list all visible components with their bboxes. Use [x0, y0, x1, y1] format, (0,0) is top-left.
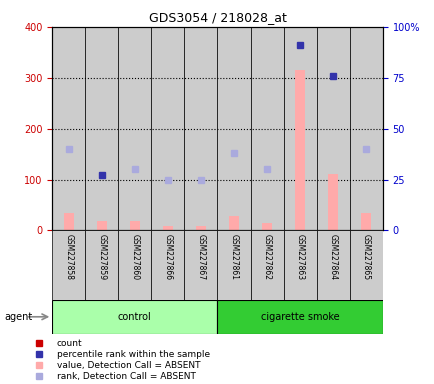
Bar: [250, 230, 283, 300]
Bar: [52, 300, 217, 334]
Text: GSM227867: GSM227867: [196, 234, 205, 280]
Text: GSM227864: GSM227864: [328, 234, 337, 280]
Bar: [316, 230, 349, 300]
Bar: [328, 174, 337, 230]
Text: control: control: [118, 312, 151, 322]
Text: count: count: [56, 339, 82, 348]
Bar: [85, 230, 118, 300]
Bar: [163, 226, 172, 230]
Bar: [349, 27, 382, 230]
Bar: [361, 213, 370, 230]
Bar: [262, 223, 271, 230]
Text: GSM227862: GSM227862: [262, 234, 271, 280]
Text: percentile rank within the sample: percentile rank within the sample: [56, 349, 209, 359]
Bar: [295, 70, 304, 230]
Text: GSM227865: GSM227865: [361, 234, 370, 280]
Text: agent: agent: [4, 312, 33, 322]
Bar: [217, 27, 250, 230]
Bar: [130, 221, 139, 230]
Bar: [217, 230, 250, 300]
Bar: [349, 230, 382, 300]
Bar: [229, 216, 238, 230]
Bar: [52, 27, 85, 230]
Bar: [52, 230, 85, 300]
Bar: [151, 27, 184, 230]
Bar: [118, 230, 151, 300]
Text: rank, Detection Call = ABSENT: rank, Detection Call = ABSENT: [56, 371, 195, 381]
Bar: [85, 27, 118, 230]
Bar: [250, 27, 283, 230]
Text: GSM227859: GSM227859: [97, 234, 106, 280]
Bar: [184, 230, 217, 300]
Bar: [196, 226, 205, 230]
Text: GSM227858: GSM227858: [64, 234, 73, 280]
Bar: [184, 27, 217, 230]
Bar: [118, 27, 151, 230]
Text: GSM227860: GSM227860: [130, 234, 139, 280]
Text: GSM227866: GSM227866: [163, 234, 172, 280]
Title: GDS3054 / 218028_at: GDS3054 / 218028_at: [148, 11, 286, 24]
Text: cigarette smoke: cigarette smoke: [260, 312, 339, 322]
Bar: [151, 230, 184, 300]
Text: GSM227861: GSM227861: [229, 234, 238, 280]
Text: value, Detection Call = ABSENT: value, Detection Call = ABSENT: [56, 361, 200, 369]
Bar: [283, 230, 316, 300]
Bar: [217, 300, 382, 334]
Bar: [97, 221, 106, 230]
Text: GSM227863: GSM227863: [295, 234, 304, 280]
Bar: [64, 213, 73, 230]
Bar: [283, 27, 316, 230]
Bar: [316, 27, 349, 230]
